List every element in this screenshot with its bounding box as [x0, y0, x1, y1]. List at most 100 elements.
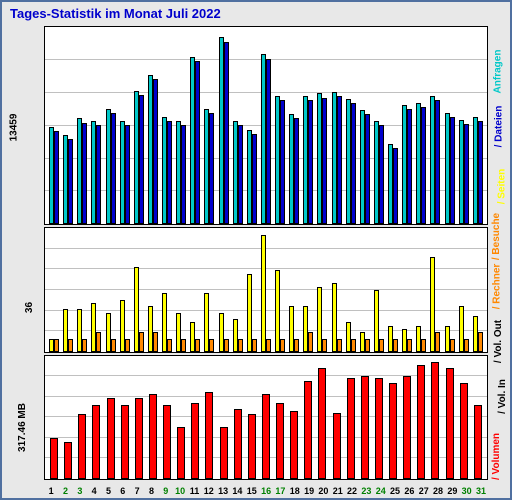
- legend-item: / Vol. Out: [493, 320, 504, 363]
- bar-group: [457, 228, 471, 351]
- chart-container: Tages-Statistik im Monat Juli 2022 13459…: [0, 0, 512, 500]
- bar-group: [273, 356, 287, 479]
- bar-group: [443, 27, 457, 224]
- bar: [181, 339, 186, 352]
- x-label: 18: [288, 486, 302, 496]
- bar-group: [358, 356, 372, 479]
- bar-group: [118, 228, 132, 351]
- panels: [44, 26, 488, 480]
- bar: [224, 42, 229, 224]
- bar-group: [414, 228, 428, 351]
- bar-group: [61, 228, 75, 351]
- bar: [304, 381, 312, 479]
- bar: [276, 403, 284, 479]
- bar-group: [104, 356, 118, 479]
- bar: [181, 125, 186, 224]
- bar-group: [118, 356, 132, 479]
- bar: [435, 100, 440, 224]
- bar-group: [443, 356, 457, 479]
- bar-group: [231, 228, 245, 351]
- bar-group: [61, 356, 75, 479]
- bar: [107, 398, 115, 479]
- bar-group: [315, 228, 329, 351]
- x-label: 13: [216, 486, 230, 496]
- bar-group: [202, 356, 216, 479]
- bar-group: [89, 228, 103, 351]
- bar: [379, 125, 384, 224]
- bar: [322, 98, 327, 225]
- x-label: 31: [474, 486, 488, 496]
- bar-group: [47, 356, 61, 479]
- x-label: 15: [245, 486, 259, 496]
- bar: [294, 339, 299, 352]
- bar: [177, 427, 185, 479]
- bar: [446, 368, 454, 479]
- bar-group: [75, 356, 89, 479]
- bar: [464, 339, 469, 352]
- bar: [337, 96, 342, 224]
- bar-group: [146, 27, 160, 224]
- panel-mid: [44, 227, 488, 352]
- bar: [435, 332, 440, 352]
- bar: [403, 376, 411, 479]
- bar-group: [259, 228, 273, 351]
- bar: [54, 131, 59, 224]
- x-label: 10: [173, 486, 187, 496]
- bar-group: [400, 228, 414, 351]
- bar-group: [61, 27, 75, 224]
- bar: [478, 121, 483, 224]
- bar-group: [372, 356, 386, 479]
- bar: [153, 332, 158, 352]
- bar: [262, 394, 270, 479]
- x-label: 1: [44, 486, 58, 496]
- x-label: 23: [359, 486, 373, 496]
- bar-group: [245, 356, 259, 479]
- bar-group: [259, 27, 273, 224]
- bar: [125, 339, 130, 352]
- bar-group: [287, 356, 301, 479]
- legend-item: / Vol. In: [497, 379, 508, 414]
- bar: [365, 114, 370, 224]
- x-label: 5: [101, 486, 115, 496]
- bar-group: [160, 356, 174, 479]
- bar: [248, 414, 256, 479]
- bar: [64, 442, 72, 479]
- x-label: 17: [273, 486, 287, 496]
- bar-group: [372, 228, 386, 351]
- bar: [393, 339, 398, 352]
- bar: [474, 405, 482, 479]
- bar-group: [471, 27, 485, 224]
- bar: [460, 383, 468, 479]
- bars-mid: [45, 228, 487, 351]
- bar-group: [188, 228, 202, 351]
- legend-item: / Dateien: [494, 106, 505, 148]
- bar: [393, 148, 398, 225]
- bar-group: [146, 228, 160, 351]
- bar: [167, 121, 172, 224]
- panel-top: [44, 26, 488, 225]
- bar-group: [217, 356, 231, 479]
- bar: [205, 392, 213, 479]
- bar-group: [330, 356, 344, 479]
- bar-group: [104, 228, 118, 351]
- x-label: 30: [460, 486, 474, 496]
- bar-group: [89, 356, 103, 479]
- bar-group: [457, 356, 471, 479]
- bar: [375, 378, 383, 479]
- bar-group: [315, 356, 329, 479]
- bar: [82, 123, 87, 225]
- bar: [464, 124, 469, 224]
- bar-group: [330, 228, 344, 351]
- bar-group: [301, 228, 315, 351]
- bar: [78, 414, 86, 479]
- x-label: 2: [58, 486, 72, 496]
- bar-group: [414, 27, 428, 224]
- bar: [351, 339, 356, 352]
- bar-group: [330, 27, 344, 224]
- x-label: 9: [159, 486, 173, 496]
- x-label: 7: [130, 486, 144, 496]
- bar: [234, 409, 242, 479]
- bar-group: [47, 27, 61, 224]
- x-label: 25: [388, 486, 402, 496]
- bar-group: [287, 27, 301, 224]
